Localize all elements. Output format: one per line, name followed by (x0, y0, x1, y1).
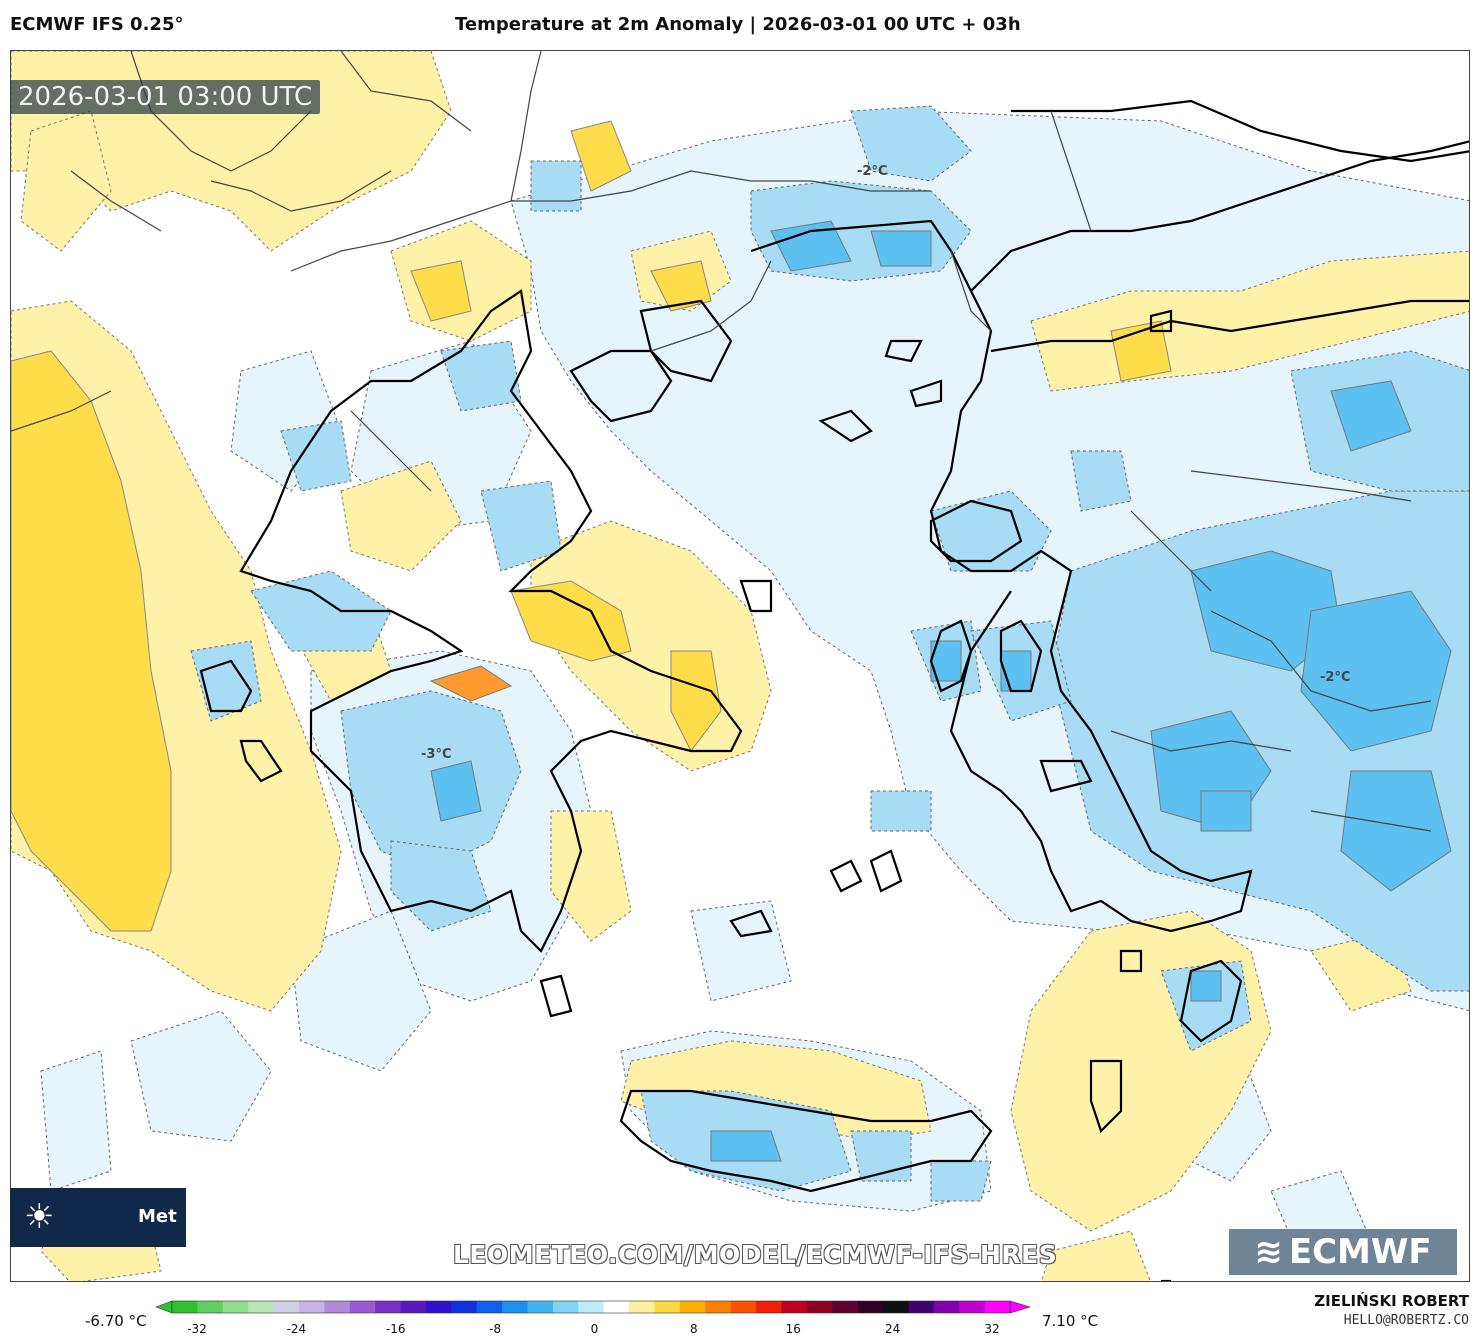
colorbar-swatch (527, 1301, 554, 1313)
colorbar-left-arrow (155, 1300, 173, 1314)
colorbar-frame (171, 1300, 1011, 1314)
colorbar-swatch (756, 1301, 782, 1313)
colorbar-swatch (883, 1301, 909, 1313)
colorbar-swatch (908, 1301, 935, 1313)
colorbar-tick-label: 0 (590, 1322, 599, 1336)
colorbar-swatch (629, 1301, 655, 1313)
author-name: ZIELIŃSKI ROBERT (1314, 1292, 1469, 1310)
colorbar-swatch (425, 1301, 452, 1313)
colorbar-swatch (298, 1301, 325, 1313)
anomaly-map: -2°C -2°C -3°C (10, 50, 1470, 1282)
colorbar-tick-label: 32 (984, 1322, 1000, 1336)
colorbar-swatch (933, 1301, 960, 1313)
colorbar-swatch (451, 1301, 478, 1313)
colorbar-swatch (400, 1301, 427, 1313)
colorbar-swatch (984, 1301, 1011, 1313)
colorbar-swatch (476, 1301, 503, 1313)
colorbar-swatch (603, 1301, 630, 1313)
colorbar-swatch (781, 1301, 808, 1313)
warm-peak-area (429, 665, 513, 702)
model-name: ECMWF IFS 0.25° (10, 14, 184, 35)
ecmwf-logo: ≋ ECMWF (1229, 1229, 1457, 1275)
colorbar-right-arrow (1009, 1300, 1032, 1314)
colorbar-swatch (172, 1301, 198, 1313)
colorbar-tick-label: -8 (489, 1322, 502, 1336)
colorbar-tick-label: -32 (187, 1322, 207, 1336)
chart-title: Temperature at 2m Anomaly | 2026-03-01 0… (455, 14, 1021, 35)
colorbar-swatch (832, 1301, 859, 1313)
watermark-url: LEOMETEO.COM/MODEL/ECMWF-IFS-HRES (453, 1240, 1058, 1269)
colorbar-swatch (349, 1301, 376, 1313)
colorbar-swatch (705, 1301, 732, 1313)
colorbar-swatch (197, 1301, 224, 1313)
contour-label-west: -3°C (421, 747, 451, 762)
colorbar-swatch (222, 1301, 249, 1313)
colorbar-swatch (578, 1301, 605, 1313)
colorbar-tick-label: 16 (785, 1322, 801, 1336)
colorbar-swatch (552, 1301, 579, 1313)
colorbar-swatch (806, 1301, 833, 1313)
sun-icon: ☀ (24, 1197, 55, 1237)
colorbar-swatch (857, 1301, 884, 1313)
colorbar-tick-label: -16 (385, 1322, 406, 1336)
colorbar-swatch (375, 1301, 402, 1313)
colorbar-swatch (324, 1301, 351, 1313)
ecmwf-swirl-icon: ≋ (1254, 1232, 1283, 1272)
coastlines (199, 99, 1469, 1281)
colorbar (155, 1300, 1032, 1314)
colorbar-swatch (959, 1301, 986, 1313)
colorbar-tick-label: 24 (884, 1322, 901, 1336)
ecmwf-logo-text: ECMWF (1288, 1232, 1432, 1272)
deep-blue-areas (430, 220, 1452, 1162)
colorbar-tick-label: -24 (286, 1322, 307, 1336)
contour-label-east: -2°C (1320, 670, 1350, 685)
colorbar-tick-label: 8 (690, 1322, 698, 1336)
colorbar-swatch (679, 1301, 706, 1313)
map-canvas: -2°C -2°C -3°C (11, 51, 1469, 1281)
colorbar-swatch (730, 1301, 757, 1313)
colorbar-swatch (273, 1301, 300, 1313)
valid-time-badge: 2026-03-01 03:00 UTC (10, 80, 321, 114)
colorbar-min-label: -6.70 °C (85, 1312, 147, 1330)
orange-areas (11, 120, 1172, 932)
colorbar-max-label: 7.10 °C (1042, 1312, 1099, 1330)
colorbar-swatch (502, 1301, 529, 1313)
colorbar-swatch (654, 1301, 681, 1313)
meteo-logo-text: Met (138, 1206, 177, 1227)
meteo-logo: ☀ Met (10, 1188, 186, 1247)
colorbar-swatch (248, 1301, 275, 1313)
contour-label-north: -2°C (857, 164, 887, 179)
author-email: HELLO@ROBERTZ.CO (1343, 1313, 1469, 1328)
